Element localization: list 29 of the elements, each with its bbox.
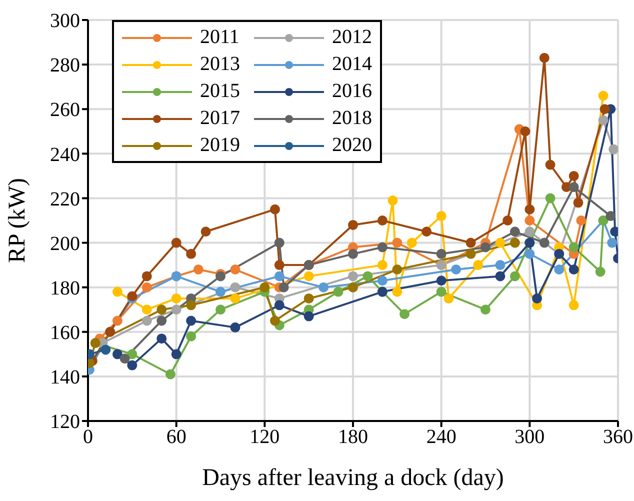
y-tick-label: 300 (50, 10, 80, 32)
y-tick-label: 160 (50, 322, 80, 344)
legend-label: 2015 (200, 79, 240, 104)
y-tick-label: 260 (50, 99, 80, 122)
legend-label: 2020 (332, 133, 372, 158)
y-axis-title: RP (kW) (4, 178, 31, 264)
x-tick-label: 120 (250, 426, 280, 448)
y-tick-label: 240 (50, 144, 80, 166)
legend-label: 2013 (200, 52, 240, 77)
y-tick-label: 200 (50, 232, 80, 255)
x-tick-label: 300 (514, 426, 545, 448)
x-tick-label: 360 (603, 426, 633, 448)
legend-label: 2017 (200, 106, 240, 131)
x-tick-label: 180 (338, 426, 368, 448)
legend-label: 2011 (200, 25, 240, 50)
x-tick-label: 0 (83, 426, 93, 448)
x-tick-label: 240 (426, 426, 456, 448)
y-tick-label: 220 (50, 188, 80, 210)
legend-label: 2018 (332, 106, 372, 131)
y-tick-label: 180 (50, 277, 80, 300)
y-tick-label: 280 (50, 54, 80, 77)
legend-label: 2019 (200, 133, 240, 158)
legend-label: 2016 (332, 79, 372, 104)
legend-label: 2014 (332, 52, 372, 77)
x-tick-label: 60 (166, 426, 186, 448)
legend-label: 2012 (332, 25, 372, 50)
y-tick-label: 140 (50, 366, 80, 389)
y-tick-label: 120 (50, 411, 80, 434)
x-axis-title: Days after leaving a dock (day) (202, 465, 504, 491)
